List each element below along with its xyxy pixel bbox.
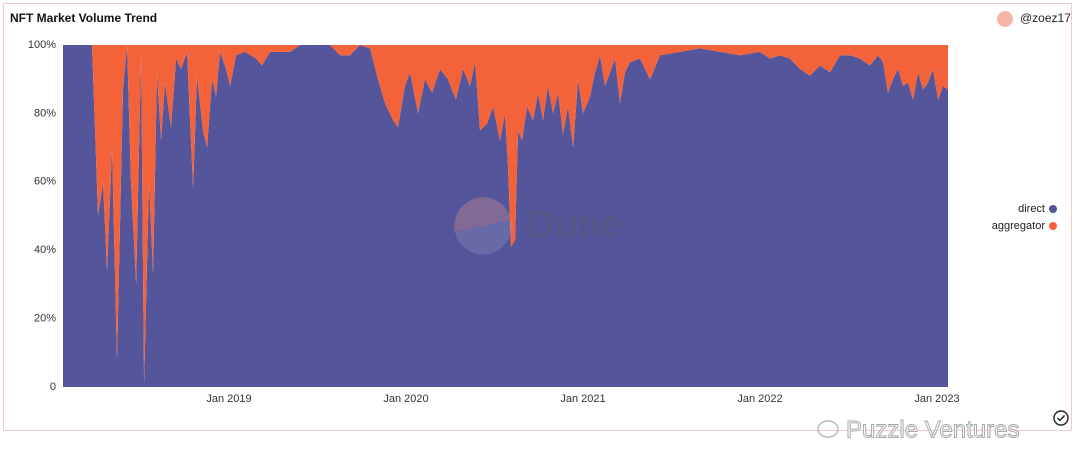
area <box>63 45 948 387</box>
legend-label[interactable]: aggregator <box>992 220 1046 232</box>
dune-watermark: Dune <box>454 197 622 255</box>
y-tick-label: 60% <box>34 176 56 188</box>
plot <box>63 45 948 387</box>
wechat-icon <box>817 420 839 438</box>
x-tick-label: Jan 2019 <box>206 393 251 405</box>
x-tick-label: Jan 2022 <box>737 393 782 405</box>
check-icon[interactable] <box>1053 410 1069 426</box>
y-tick-label: 20% <box>34 313 56 325</box>
chart-title: NFT Market Volume Trend <box>10 11 157 25</box>
icon-check <box>1057 415 1066 422</box>
logo-part <box>454 197 511 232</box>
icon-circle <box>1053 410 1069 426</box>
area <box>63 45 948 384</box>
legend-label[interactable]: direct <box>1018 203 1045 215</box>
y-tick-label: 100% <box>28 39 56 51</box>
avatar <box>997 11 1013 27</box>
x-tick-label: Jan 2023 <box>914 393 959 405</box>
watermark: Dune <box>527 204 622 246</box>
x-tick-label: Jan 2020 <box>383 393 428 405</box>
y-tick-label: 40% <box>34 244 56 256</box>
author[interactable]: @zoez17 <box>1020 11 1071 25</box>
y-tick-label: 0 <box>50 381 56 393</box>
x-tick-label: Jan 2021 <box>560 393 605 405</box>
logo-part <box>455 220 512 255</box>
watermark: Puzzle Ventures <box>846 416 1019 443</box>
legend-swatch <box>1049 222 1057 230</box>
y-tick-label: 80% <box>34 107 56 119</box>
puzzle-watermark: Puzzle Ventures <box>817 416 1020 444</box>
legend-swatch <box>1049 205 1057 213</box>
